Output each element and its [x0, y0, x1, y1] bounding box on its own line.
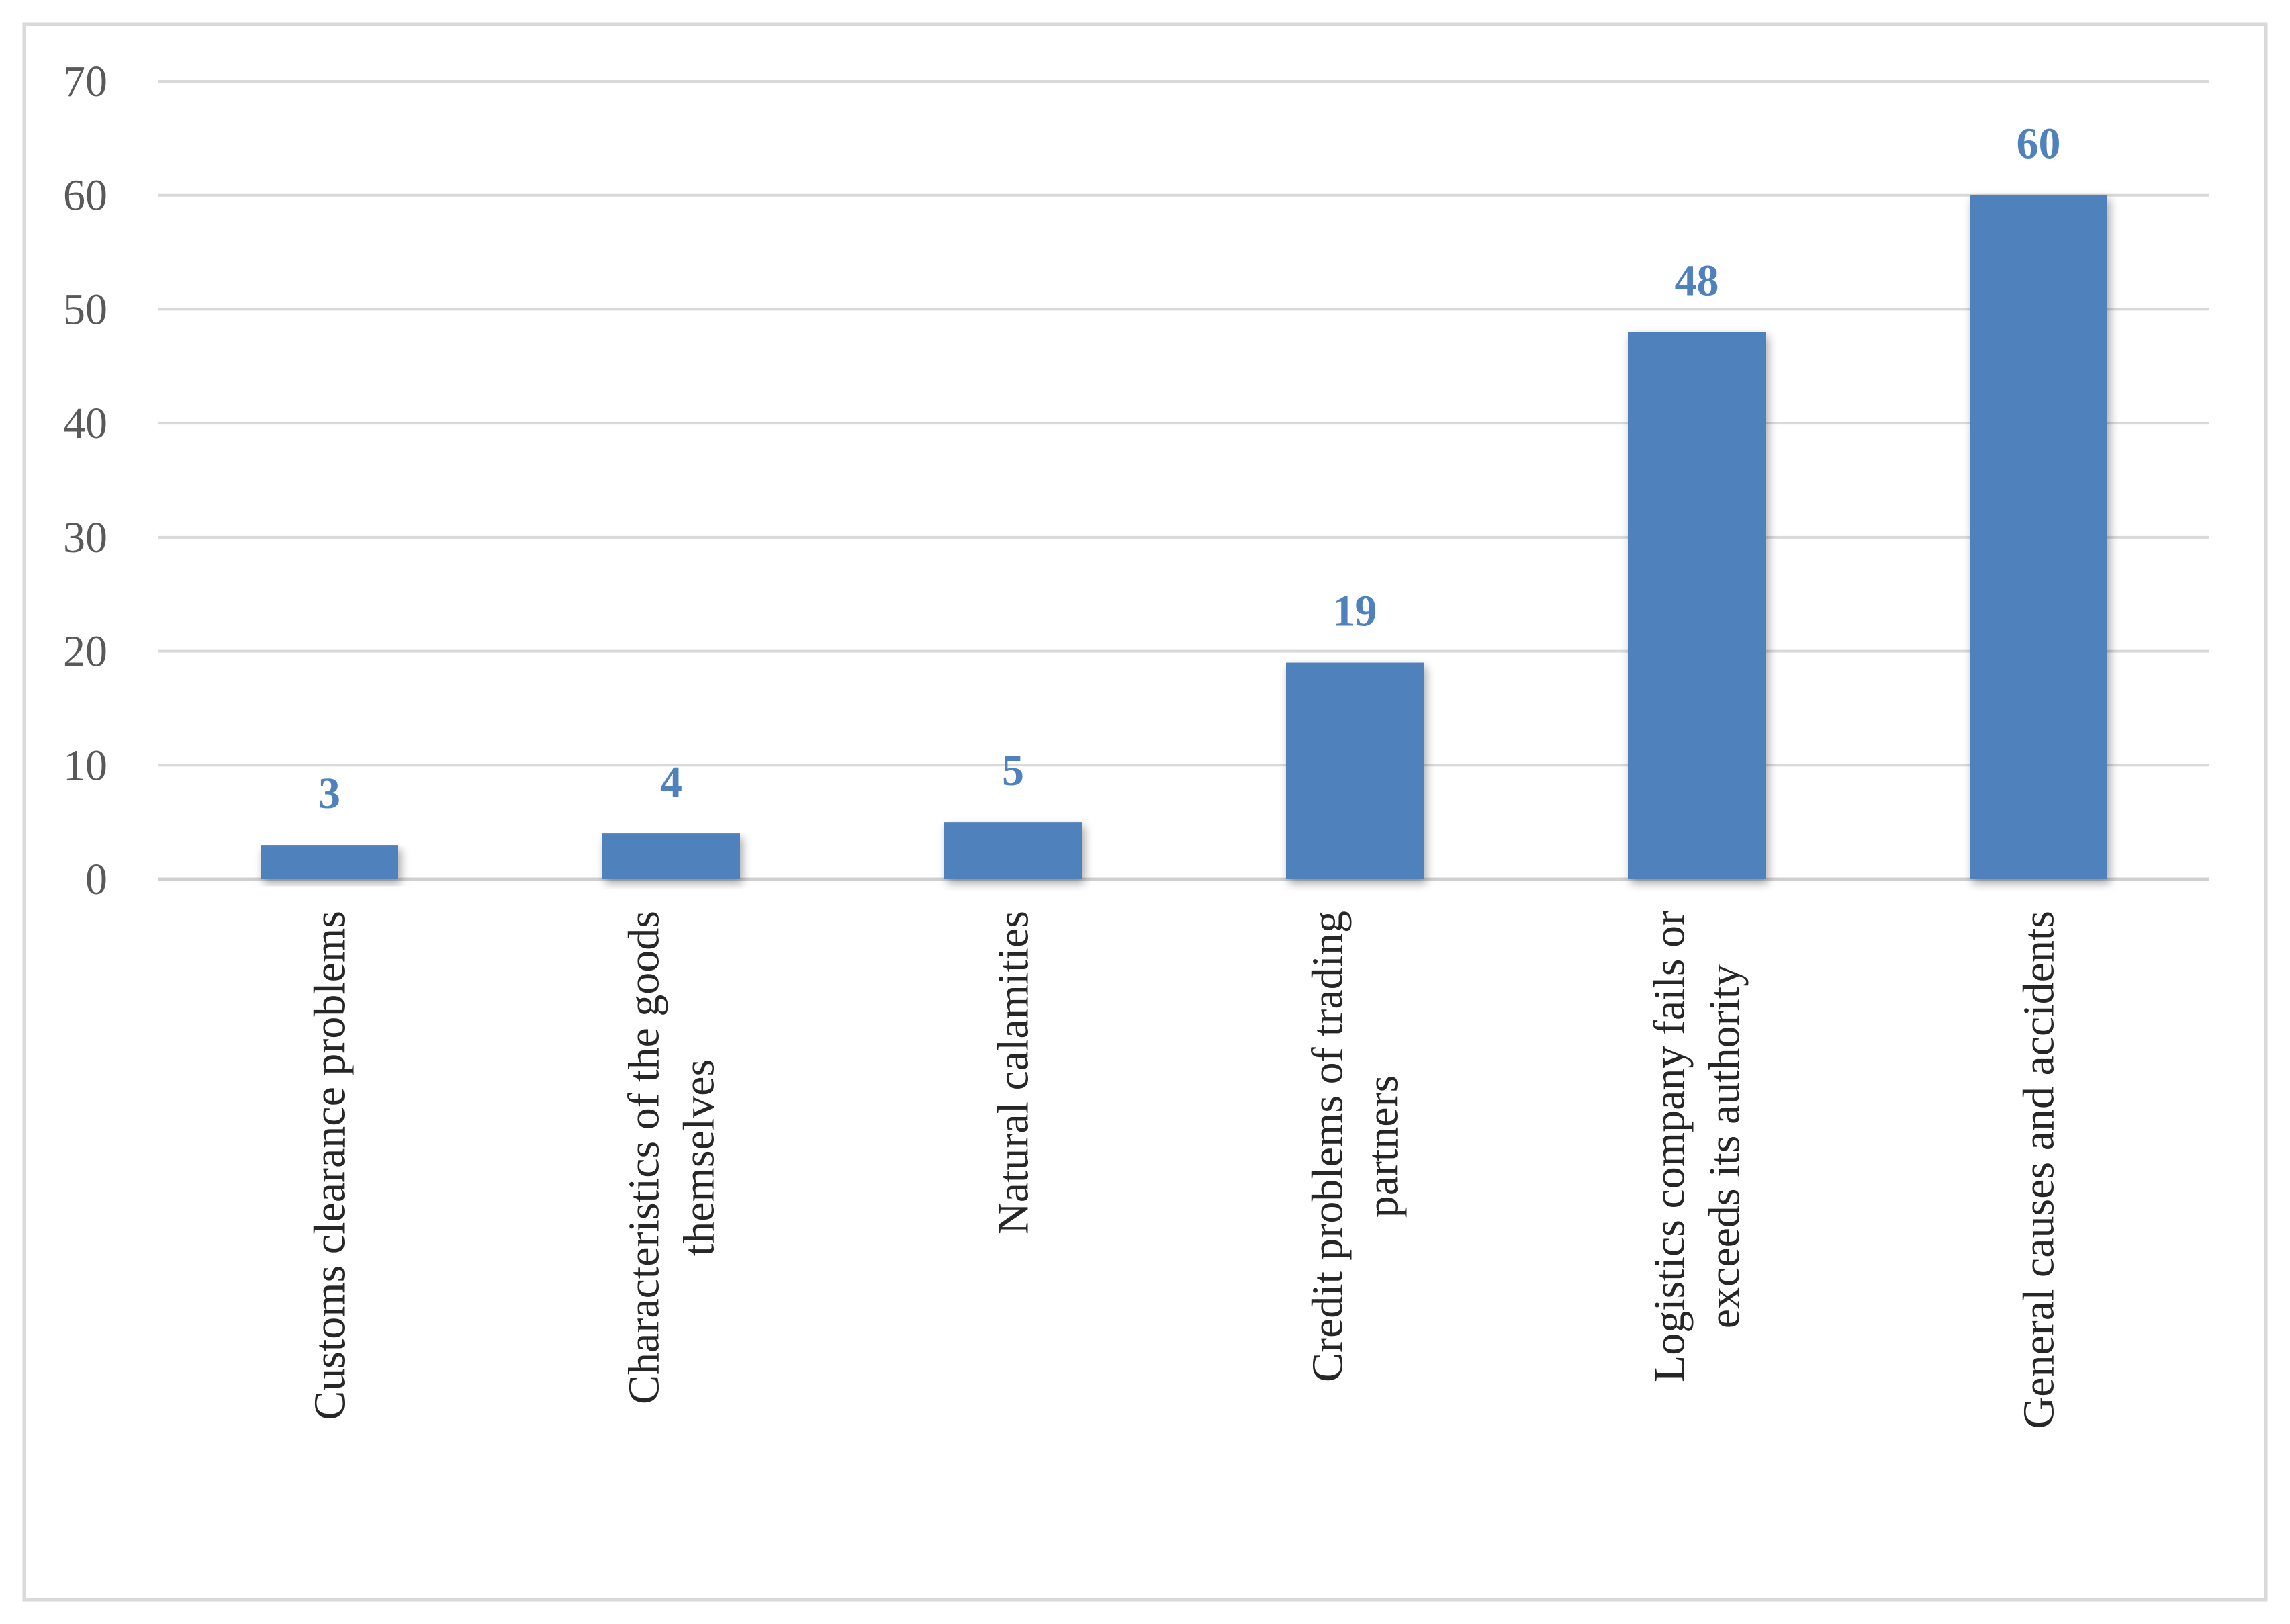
- x-category-label: General causes and accidents: [2015, 911, 2064, 1429]
- bar: [1286, 662, 1424, 879]
- bar: [1628, 332, 1766, 879]
- bar: [602, 833, 740, 879]
- x-category-label-line: Customs clearance problems: [306, 911, 355, 1420]
- x-category-label: Credit problems of trading partners: [1303, 911, 1408, 1382]
- data-labels: 3 4 5 19 48 60: [318, 120, 2061, 818]
- x-category-label-line: Characteristics of the goods: [620, 911, 669, 1404]
- x-category-label-line: themselves: [675, 1059, 724, 1256]
- x-category-label: Logistics company fails or exceeds its au…: [1645, 911, 1749, 1382]
- gridlines: [158, 80, 2209, 881]
- data-label: 60: [2017, 120, 2061, 169]
- x-category-label-line: partners: [1359, 1075, 1408, 1218]
- data-label: 5: [1002, 746, 1024, 795]
- y-tick-label: 60: [63, 171, 107, 220]
- x-category-label-line: General causes and accidents: [2015, 911, 2064, 1429]
- bars: [261, 195, 2107, 879]
- y-tick-label: 40: [63, 399, 107, 448]
- data-label: 4: [660, 758, 682, 807]
- x-category-label-line: exceeds its authority: [1700, 964, 1749, 1329]
- data-label: 3: [318, 769, 340, 818]
- x-category-label: Characteristics of the goods themselves: [620, 911, 724, 1404]
- data-label: 19: [1333, 587, 1377, 636]
- x-category-label: Natural calamities: [989, 911, 1038, 1234]
- y-tick-label: 30: [63, 513, 107, 562]
- bar: [944, 822, 1082, 879]
- y-tick-label: 10: [63, 741, 107, 790]
- y-axis-ticks: 0 10 20 30 40 50 60 70: [63, 57, 107, 904]
- bar: [261, 845, 398, 879]
- data-label: 48: [1675, 256, 1719, 305]
- y-tick-label: 20: [63, 627, 107, 676]
- bar: [1970, 195, 2107, 879]
- chart-border: [22, 22, 2268, 1602]
- y-tick-label: 70: [63, 57, 107, 106]
- x-category-label-line: Logistics company fails or: [1645, 911, 1694, 1382]
- x-category-label-line: Credit problems of trading: [1303, 911, 1353, 1382]
- x-axis-categories: Customs clearance problems Characteristic…: [306, 911, 2064, 1429]
- y-tick-label: 0: [85, 855, 107, 904]
- x-category-label-line: Natural calamities: [989, 911, 1038, 1234]
- x-category-label: Customs clearance problems: [306, 911, 355, 1420]
- y-tick-label: 50: [63, 285, 107, 334]
